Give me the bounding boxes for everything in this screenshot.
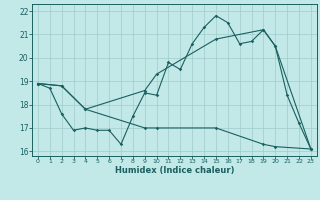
X-axis label: Humidex (Indice chaleur): Humidex (Indice chaleur) [115,166,234,175]
